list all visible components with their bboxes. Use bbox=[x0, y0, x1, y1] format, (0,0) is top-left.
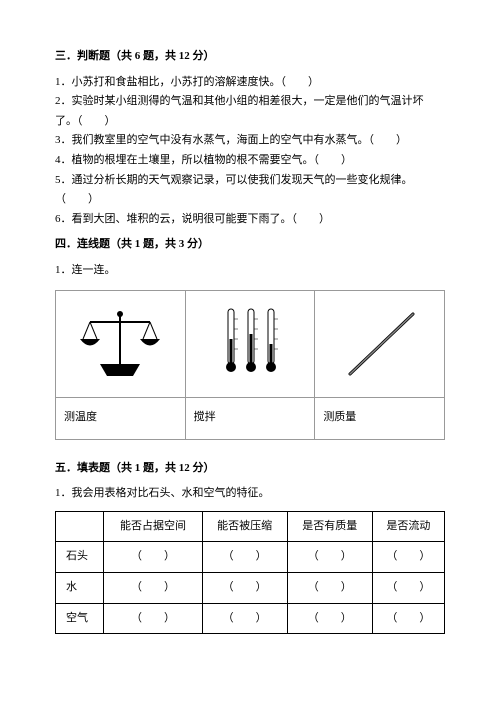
q5-1: 1．我会用表格对比石头、水和空气的特征。 bbox=[55, 485, 445, 503]
label-2: 搅拌 bbox=[185, 397, 315, 439]
fill-table: 能否占据空间 能否被压缩 是否有质量 是否流动 石头 （ ） （ ） （ ） （… bbox=[55, 511, 445, 634]
balance-icon bbox=[75, 304, 165, 384]
thermometer-icon bbox=[205, 304, 295, 384]
cell: （ ） bbox=[202, 572, 287, 603]
cell: （ ） bbox=[372, 542, 444, 573]
row-label-1: 石头 bbox=[56, 542, 104, 573]
row-label-2: 水 bbox=[56, 572, 104, 603]
section5-title: 五．填表题（共 1 题，共 12 分） bbox=[55, 460, 445, 478]
cell: （ ） bbox=[372, 603, 444, 634]
cell: （ ） bbox=[104, 572, 202, 603]
section3-title: 三．判断题（共 6 题，共 12 分） bbox=[55, 48, 445, 66]
cell: （ ） bbox=[104, 542, 202, 573]
label-3: 测质量 bbox=[315, 397, 445, 439]
q3-6: 6．看到大团、堆积的云，说明很可能要下雨了。（ ） bbox=[55, 211, 445, 229]
stirrer-cell bbox=[315, 290, 445, 397]
th-1: 能否占据空间 bbox=[104, 511, 202, 542]
th-4: 是否流动 bbox=[372, 511, 444, 542]
row-label-3: 空气 bbox=[56, 603, 104, 634]
label-1: 测温度 bbox=[56, 397, 186, 439]
section4-title: 四．连线题（共 1 题，共 3 分） bbox=[55, 236, 445, 254]
cell: （ ） bbox=[372, 572, 444, 603]
cell: （ ） bbox=[287, 542, 372, 573]
table-header-row: 能否占据空间 能否被压缩 是否有质量 是否流动 bbox=[56, 511, 445, 542]
cell: （ ） bbox=[202, 542, 287, 573]
q3-2a: 2．实验时某小组测得的气温和其他小组的相差很大，一定是他们的气温计坏 bbox=[55, 93, 445, 111]
q3-2b: 了。（ ） bbox=[55, 113, 445, 131]
table-row: 空气 （ ） （ ） （ ） （ ） bbox=[56, 603, 445, 634]
th-3: 是否有质量 bbox=[287, 511, 372, 542]
q3-4: 4．植物的根埋在土壤里，所以植物的根不需要空气。（ ） bbox=[55, 152, 445, 170]
thermometer-cell bbox=[185, 290, 315, 397]
th-2: 能否被压缩 bbox=[202, 511, 287, 542]
balance-cell bbox=[56, 290, 186, 397]
q3-5b: （ ） bbox=[55, 191, 445, 209]
q3-1: 1．小苏打和食盐相比，小苏打的溶解速度快。（ ） bbox=[55, 74, 445, 92]
q3-5a: 5．通过分析长期的天气观察记录，可以使我们发现天气的一些变化规律。 bbox=[55, 172, 445, 190]
table-row: 石头 （ ） （ ） （ ） （ ） bbox=[56, 542, 445, 573]
cell: （ ） bbox=[104, 603, 202, 634]
cell: （ ） bbox=[287, 572, 372, 603]
cell: （ ） bbox=[202, 603, 287, 634]
cell: （ ） bbox=[287, 603, 372, 634]
q4-1: 1．连一连。 bbox=[55, 262, 445, 280]
th-blank bbox=[56, 511, 104, 542]
q3-3: 3．我们教室里的空气中没有水蒸气，海面上的空气中有水蒸气。（ ） bbox=[55, 132, 445, 150]
table-row: 水 （ ） （ ） （ ） （ ） bbox=[56, 572, 445, 603]
stirrer-icon bbox=[335, 304, 425, 384]
match-table: 测温度 搅拌 测质量 bbox=[55, 290, 445, 440]
